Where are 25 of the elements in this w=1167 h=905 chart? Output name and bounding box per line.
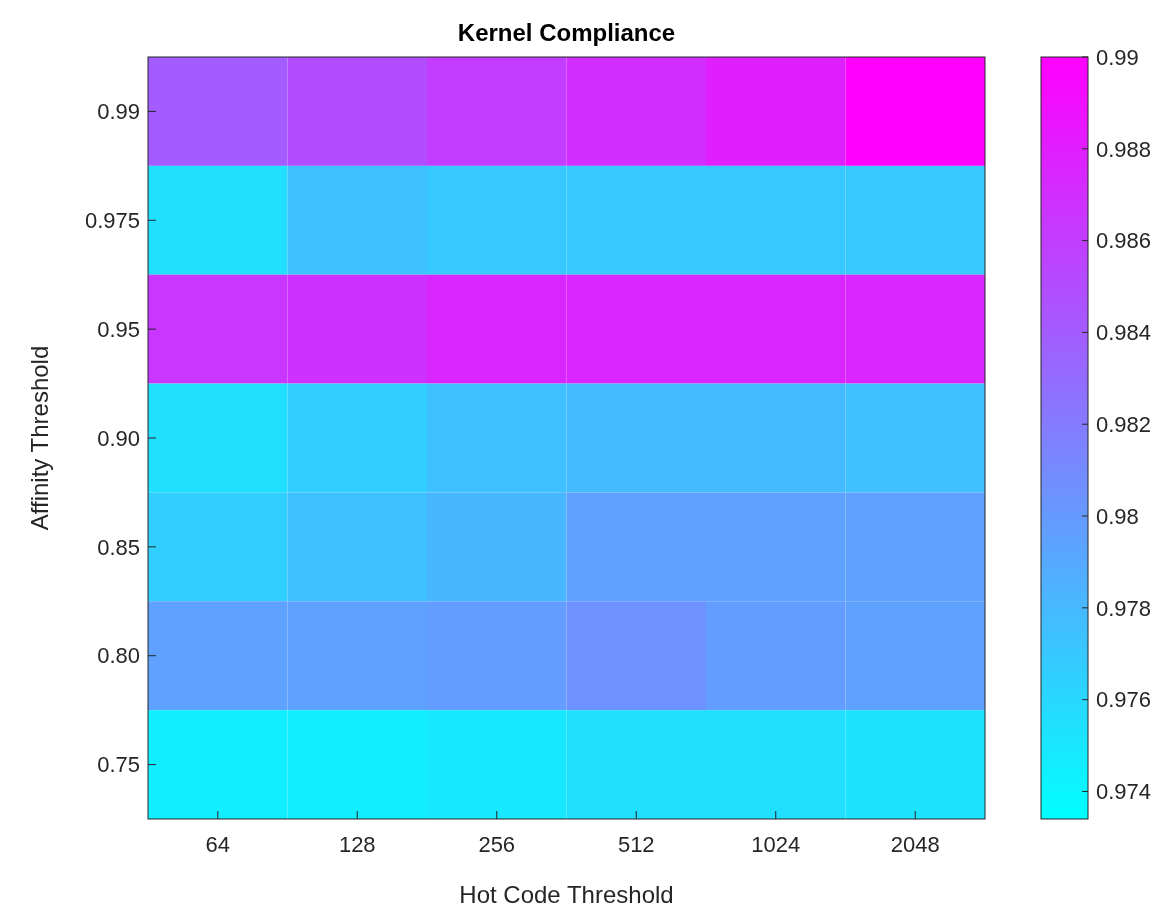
x-tick-label: 2048 — [890, 832, 940, 857]
y-tick-label: 0.975 — [84, 207, 140, 233]
x-tick-label: 128 — [338, 832, 376, 857]
y-tick-label: 0.85 — [97, 534, 140, 560]
y-tick-label: 0.95 — [97, 316, 140, 342]
color-bar-label: 0.988 — [1096, 136, 1152, 162]
y-tick-label: 0.99 — [97, 99, 140, 125]
y-tick-label: 0.90 — [97, 425, 140, 451]
color-bar-label: 0.978 — [1096, 595, 1152, 621]
chart-title: Kernel Compliance — [457, 19, 676, 46]
color-bar-label: 0.982 — [1096, 411, 1152, 437]
x-tick-label: 256 — [478, 832, 516, 857]
color-bar-label: 0.99 — [1096, 44, 1139, 70]
y-axis-title: Affinity Threshold — [26, 345, 53, 531]
x-tick-label: 512 — [617, 832, 655, 857]
color-bar-label: 0.984 — [1096, 320, 1152, 346]
color-bar-label: 0.98 — [1096, 503, 1139, 529]
color-bar-label: 0.976 — [1096, 687, 1152, 713]
color-bar-label: 0.986 — [1096, 228, 1152, 254]
x-axis-title: Hot Code Threshold — [459, 881, 674, 905]
x-tick-label: 64 — [205, 832, 230, 857]
color-bar-label: 0.974 — [1096, 779, 1152, 805]
y-tick-label: 0.75 — [97, 752, 140, 778]
y-tick-label: 0.80 — [97, 643, 140, 669]
x-tick-label: 1024 — [751, 832, 801, 857]
